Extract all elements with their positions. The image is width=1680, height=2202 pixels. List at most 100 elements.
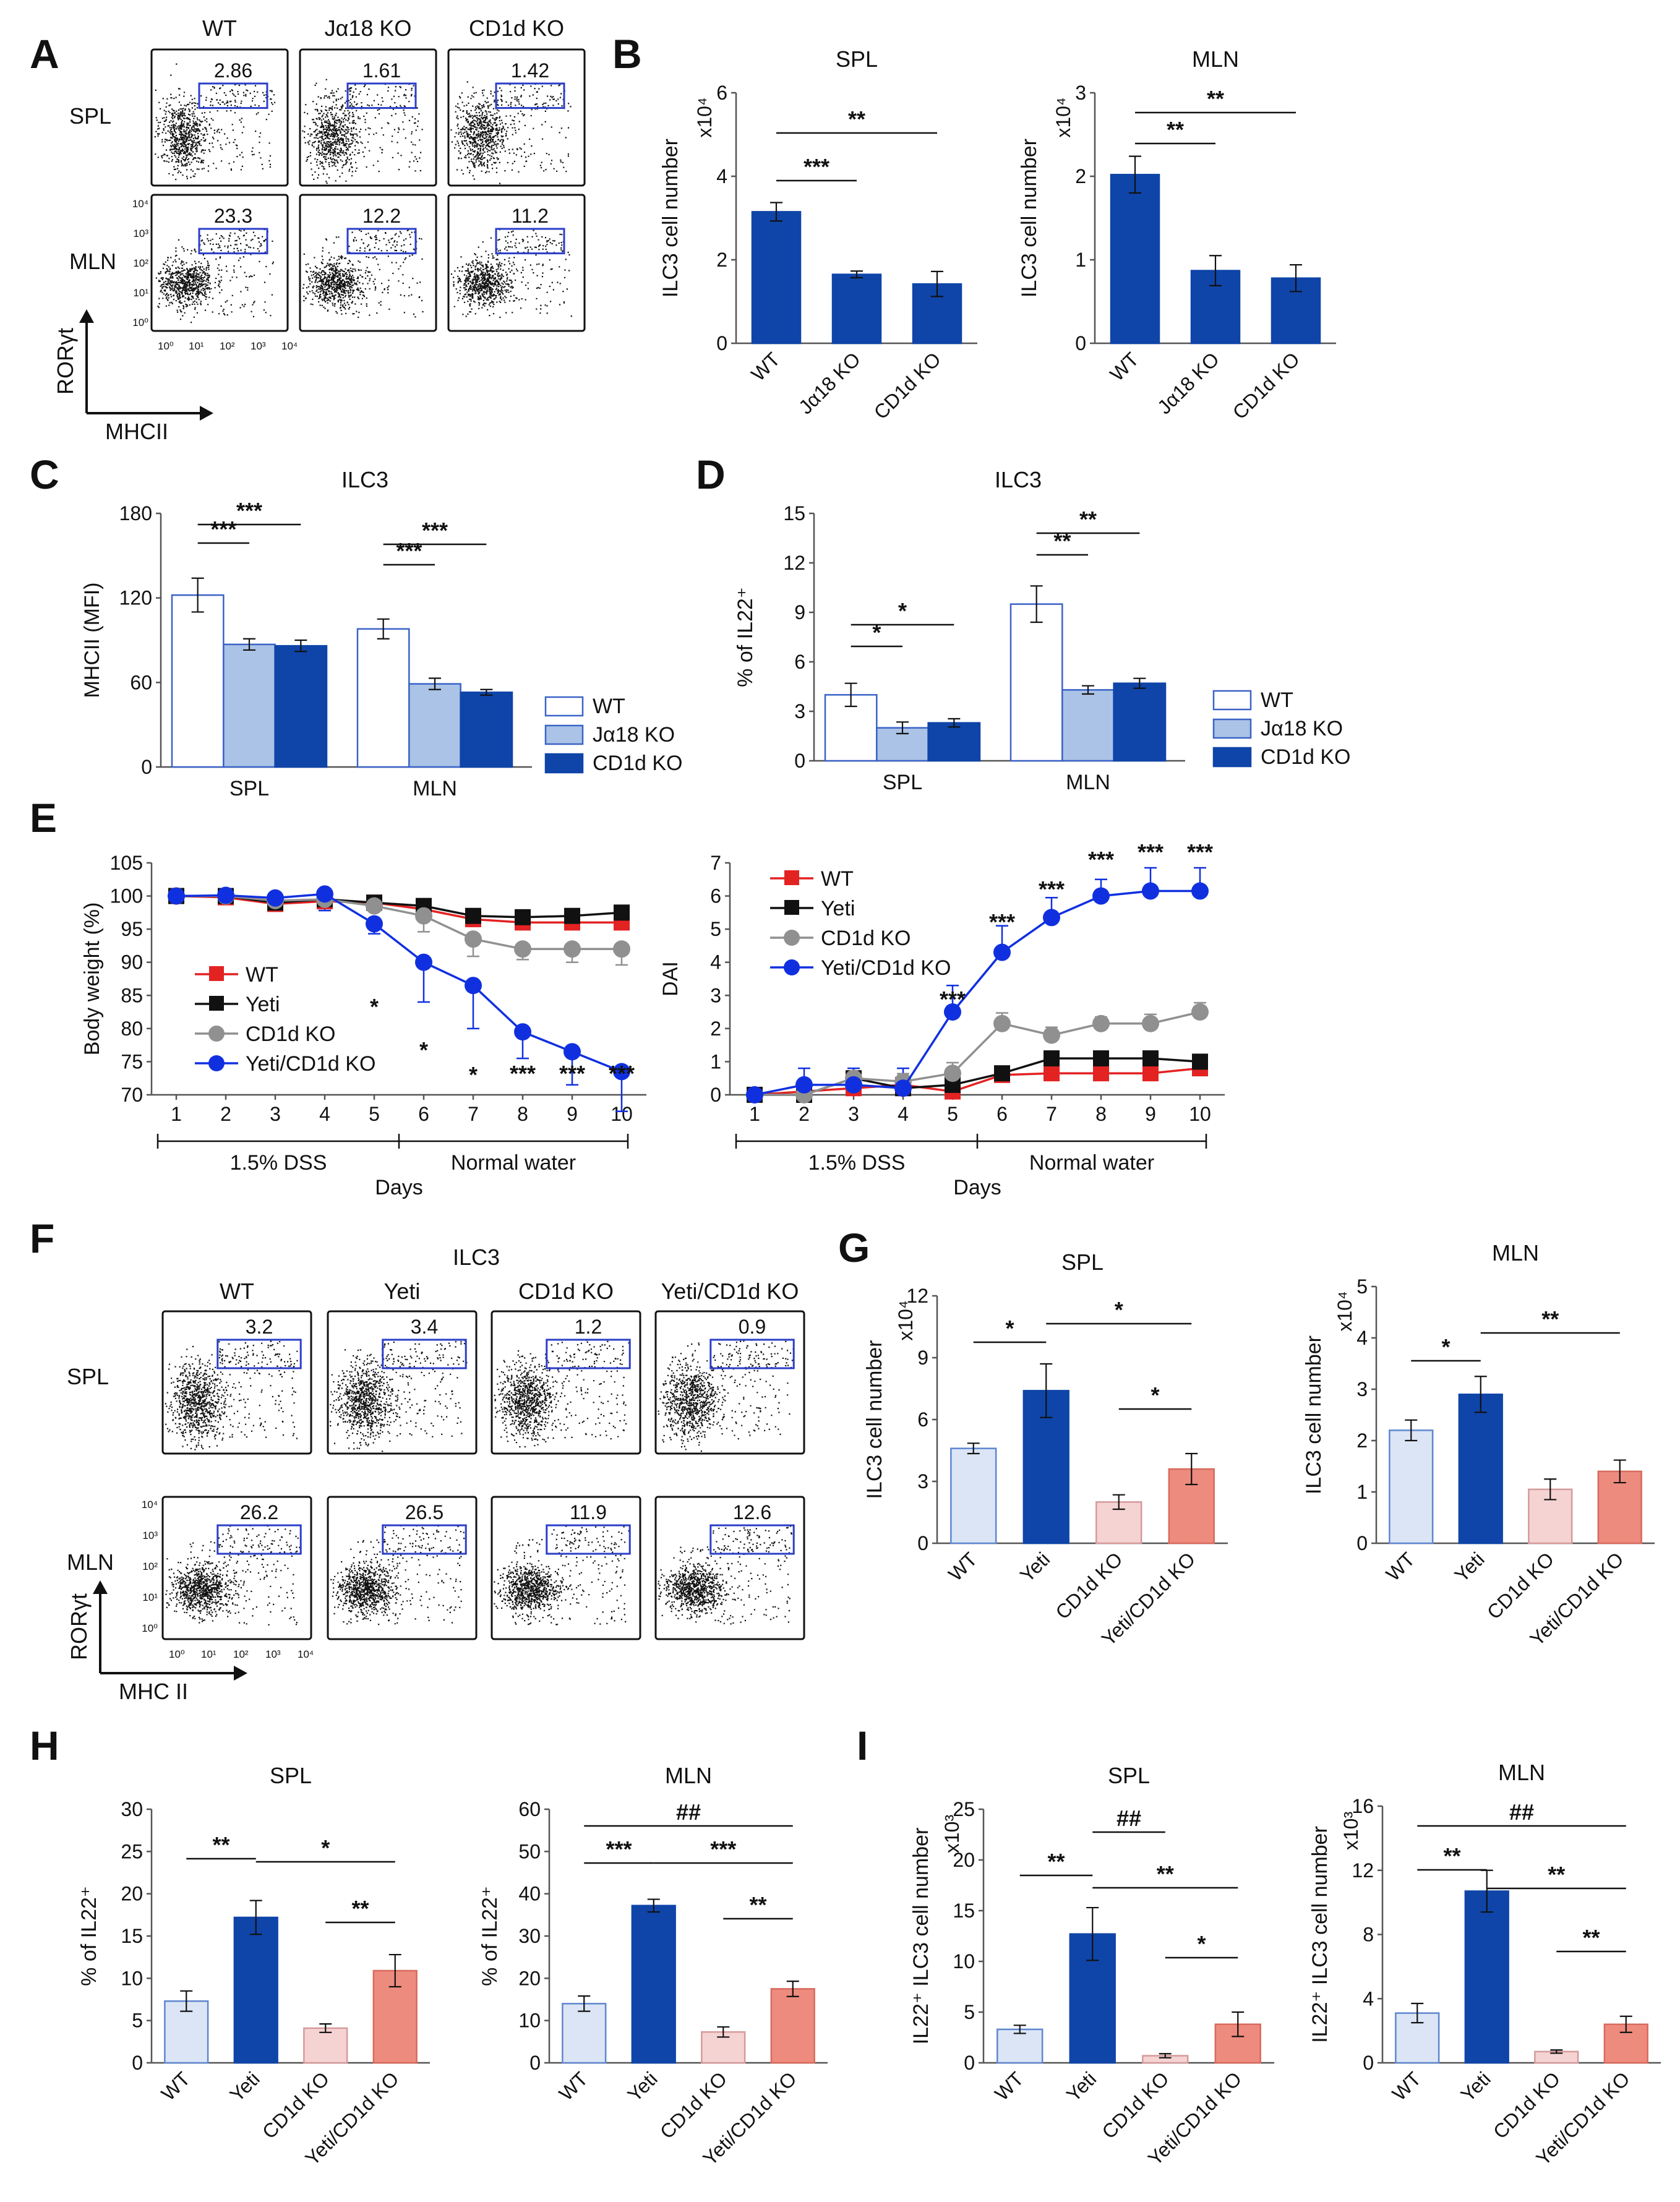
chart-e_dai-xtick-label-8: 9 <box>1145 1103 1156 1125</box>
chart-h_mln-ytick-label-3: 30 <box>518 1925 541 1947</box>
chart-e_dai-ytick-label-5: 5 <box>710 918 721 940</box>
chart-i_mln-bar-1 <box>1464 1890 1509 2064</box>
chart-d-group-0: SPL <box>883 771 922 794</box>
chart-b_spl-ytick-label-2: 4 <box>716 165 727 187</box>
chart-b_mln-ytick-label-2: 2 <box>1075 165 1086 187</box>
chart-h_spl-sig-0-label: ** <box>212 1832 229 1857</box>
panel-f-plot-0-2-gate-value: 1.2 <box>575 1316 602 1338</box>
chart-h_mln-xtick-1: Yeti <box>623 2067 661 2106</box>
chart-g_mln-yunit: x10⁴ <box>1334 1291 1356 1331</box>
panel-f-plot-1-1: 26.5 <box>327 1496 478 1640</box>
chart-g_mln-ytick-label-4: 4 <box>1356 1327 1368 1349</box>
chart-e_dai-point-1-9 <box>1192 1053 1208 1070</box>
chart-e_dai-point-0-6 <box>1044 1065 1060 1082</box>
panel-f-plot-0-0-gate-value: 3.2 <box>246 1316 273 1338</box>
chart-e_weight-legend-marker-0 <box>209 966 224 981</box>
chart-h_mln-bar-1 <box>631 1904 676 2064</box>
chart-e_weight-sig-1: * <box>419 1037 428 1063</box>
chart-h_mln-sig-0-label: *** <box>606 1836 632 1862</box>
chart-i_mln-xtick-0: WT <box>1388 2067 1426 2105</box>
chart-h_spl-ytick-label-0: 0 <box>132 2052 143 2074</box>
panel-f-plot-0-3: 0.9 <box>654 1310 805 1455</box>
chart-h_mln-ytick-label-1: 10 <box>518 2010 541 2032</box>
chart-e_dai-point-1-6 <box>1044 1050 1060 1067</box>
chart-e_weight-point-1-6 <box>465 907 481 924</box>
panel-a-plot-0-0-events <box>154 63 276 181</box>
chart-e_dai-phase-0: 1.5% DSS <box>808 1151 906 1175</box>
chart-e_dai-ytick-label-6: 6 <box>710 885 721 907</box>
panel-f-ytick-0: 10⁴ <box>142 1499 158 1510</box>
chart-e_weight-legend-label-3: Yeti/CD1d KO <box>246 1052 375 1076</box>
panel-a-plot-0-2-events <box>450 81 572 184</box>
chart-e_dai-sig-1: *** <box>989 909 1015 935</box>
chart-h_mln-ytick-label-2: 20 <box>518 1967 541 1989</box>
chart-e_weight-point-3-6 <box>465 977 482 995</box>
chart-e_weight-ytick-label-3: 85 <box>121 984 143 1006</box>
chart-d-ylabel: % of IL22⁺ <box>734 587 757 687</box>
panel-letter-d: D <box>696 452 726 497</box>
chart-d-ytick-label-3: 9 <box>794 601 805 623</box>
chart-h_spl-ytick-label-3: 15 <box>121 1925 143 1947</box>
chart-e_dai-series-0-line <box>754 1067 1201 1096</box>
chart-d-sig-1-label: * <box>898 598 907 623</box>
panel-f-plot-0-0-gate <box>216 1339 302 1369</box>
panel-f-plot-1-2: 11.9 <box>491 1496 641 1640</box>
panel-f-xtick-4: 10⁴ <box>298 1648 314 1660</box>
panel-a-plot-1-2-gate <box>495 228 565 255</box>
chart-c-bar-1-1 <box>408 683 461 768</box>
chart-e_weight-ytick-label-5: 95 <box>121 918 143 940</box>
panel-f-plot-1-0-gate-value: 26.2 <box>240 1501 278 1523</box>
chart-e_dai-sig-2: *** <box>1039 876 1065 902</box>
panel-a-ytick-3: 10¹ <box>133 287 148 299</box>
chart-e_dai-sig-3: *** <box>1088 847 1114 872</box>
panel-f-plot-1-3-frame <box>654 1496 805 1640</box>
chart-c-bar-0-2 <box>274 645 328 768</box>
panel-f-row-0: SPL <box>67 1364 109 1389</box>
chart-h_spl-title: SPL <box>270 1763 312 1788</box>
chart-e_dai-xtick-label-2: 3 <box>848 1103 859 1125</box>
chart-h_mln-bar-3 <box>770 1988 815 2064</box>
chart-e_dai-legend-label-2: CD1d KO <box>821 927 911 950</box>
chart-e_weight-ylabel: Body weight (%) <box>80 902 104 1056</box>
chart-b_spl-bar-0 <box>751 211 802 345</box>
chart-e_dai-point-1-8 <box>1142 1050 1159 1067</box>
chart-b_mln: 0 1 2 3 MLN ILC3 cell number x10⁴ WT Jα18 KO CD1d… <box>1018 46 1336 424</box>
chart-d-bar-1-0 <box>1009 603 1063 762</box>
chart-b_spl-yunit: x10⁴ <box>693 97 716 137</box>
panel-a-plot-1-1: 12.2 <box>299 194 437 332</box>
panel-f-plot-1-3-gate <box>709 1524 795 1555</box>
chart-e_dai-legend: WT Yeti CD1d KO Yeti/CD1d KO <box>770 867 951 980</box>
panel-a-plot-0-1-events <box>302 79 423 184</box>
chart-i_mln-ytick-label-1: 4 <box>1363 1987 1374 2010</box>
chart-e_dai-point-3-0 <box>746 1086 763 1103</box>
panel-a-y-label: RORγt <box>53 328 78 395</box>
chart-g_spl: 0 3 6 9 12 SPL ILC3 cell number x10⁴ WT YetiCD1d … <box>863 1249 1228 1650</box>
chart-e_dai-legend-label-1: Yeti <box>821 897 855 920</box>
chart-b_mln-ytick-label-0: 0 <box>1075 332 1086 354</box>
chart-d-bar-0-2 <box>927 722 981 762</box>
chart-i_mln-sig-2-label: ** <box>1582 1925 1600 1950</box>
chart-e_weight-phase-1: Normal water <box>451 1151 576 1175</box>
chart-e_dai-xlabel: Days <box>953 1176 1001 1199</box>
chart-g_mln-xtick-2: CD1d KO <box>1483 1548 1558 1623</box>
chart-i_spl-ytick-label-3: 15 <box>953 1900 975 1922</box>
chart-e_weight-xlabel: Days <box>375 1176 422 1199</box>
panel-a-xtick-3: 10³ <box>251 340 266 352</box>
chart-g_spl-bar-0 <box>950 1447 997 1544</box>
chart-g_spl-sig-2-label: * <box>1151 1382 1159 1408</box>
chart-e_weight-point-3-5 <box>415 953 432 971</box>
chart-e_weight-series-3-line <box>176 893 622 1073</box>
chart-e_dai-point-3-8 <box>1142 882 1159 900</box>
chart-d-ytick-label-1: 3 <box>794 700 805 722</box>
chart-b_spl-xtick-0: WT <box>747 348 784 385</box>
chart-e_dai-legend-marker-2 <box>784 930 800 946</box>
panel-a-plot-0-0-gate <box>198 82 268 109</box>
chart-h_spl-bar-2 <box>303 2027 348 2064</box>
chart-e_weight-ytick-label-7: 105 <box>110 852 143 874</box>
panel-a-plot-0-1-gate <box>346 82 417 109</box>
chart-e_weight-point-2-5 <box>415 907 432 925</box>
panel-f-plot-1-2-gate-value: 11.9 <box>570 1501 607 1523</box>
